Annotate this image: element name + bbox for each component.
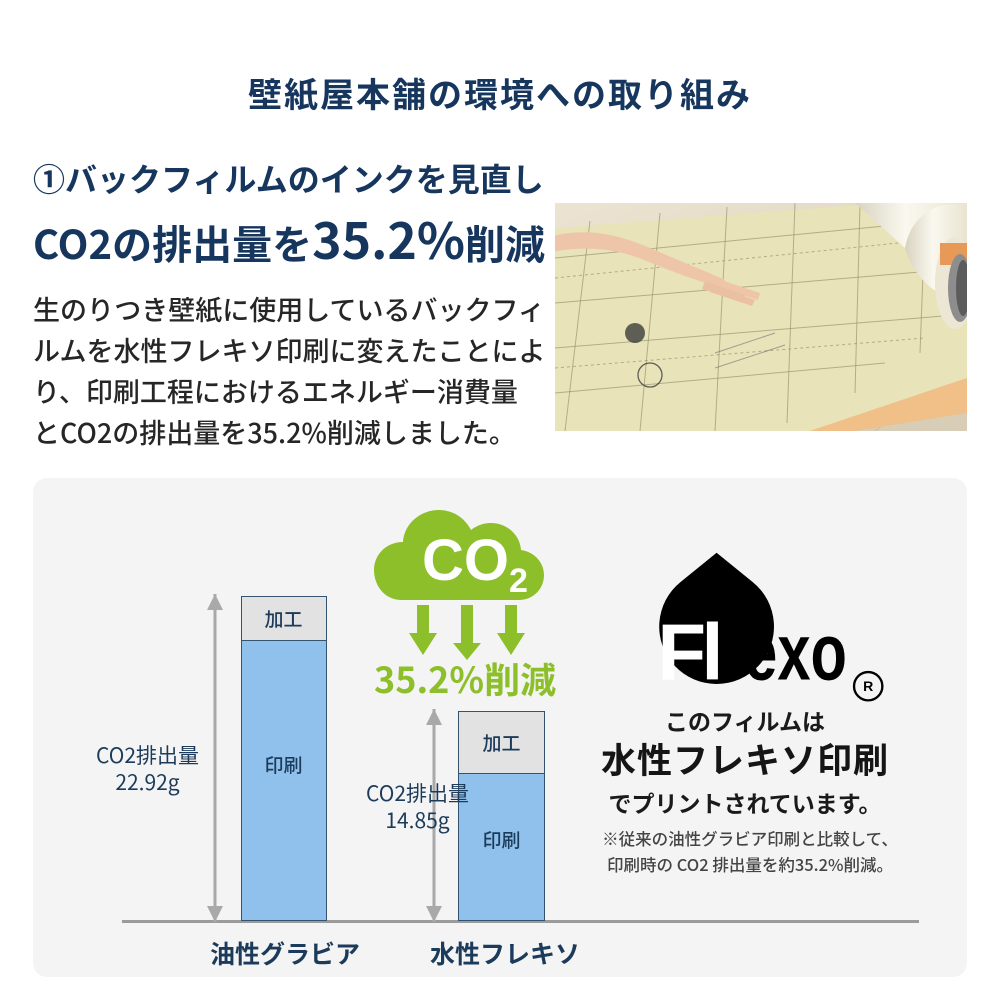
- svg-text:exo: exo: [744, 607, 847, 696]
- svg-text:R: R: [863, 678, 873, 694]
- svg-text:Fl: Fl: [657, 607, 719, 696]
